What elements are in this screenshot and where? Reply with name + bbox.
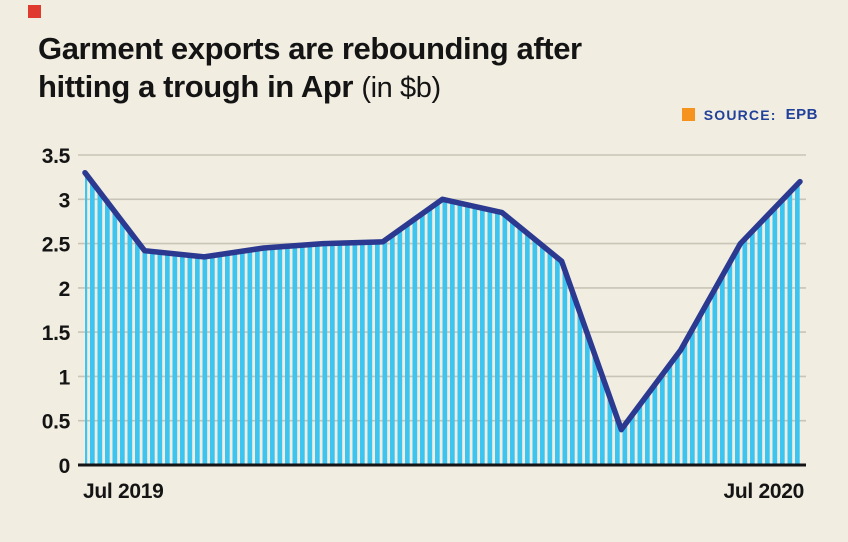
y-tick-label: 0.5 [42, 411, 71, 434]
source-legend: SOURCE: EPB [681, 106, 818, 123]
title-units: (in $b) [361, 72, 441, 105]
title-line-1: Garment exports are rebounding after [38, 31, 582, 66]
source-label: SOURCE: [703, 106, 777, 123]
x-axis-label-start: Jul 2019 [83, 480, 164, 503]
trend-line [82, 169, 803, 433]
area-fill [85, 172, 800, 465]
y-tick-label: 0 [59, 455, 70, 478]
legend-square-icon [681, 108, 695, 121]
y-tick-label: 3.5 [42, 145, 71, 168]
chart-title: Garment exports are rebounding after hit… [38, 30, 582, 107]
y-tick-label: 1.5 [42, 322, 71, 345]
y-tick-label: 2.5 [42, 234, 71, 257]
source-value: EPB [785, 106, 818, 123]
y-tick-label: 1 [59, 366, 71, 389]
title-line-2: hitting a trough in Apr [38, 69, 354, 105]
brand-corner-square [28, 5, 41, 18]
y-tick-label: 2 [59, 278, 70, 301]
x-axis-label-end: Jul 2020 [724, 480, 805, 503]
y-tick-label: 3 [59, 189, 70, 212]
